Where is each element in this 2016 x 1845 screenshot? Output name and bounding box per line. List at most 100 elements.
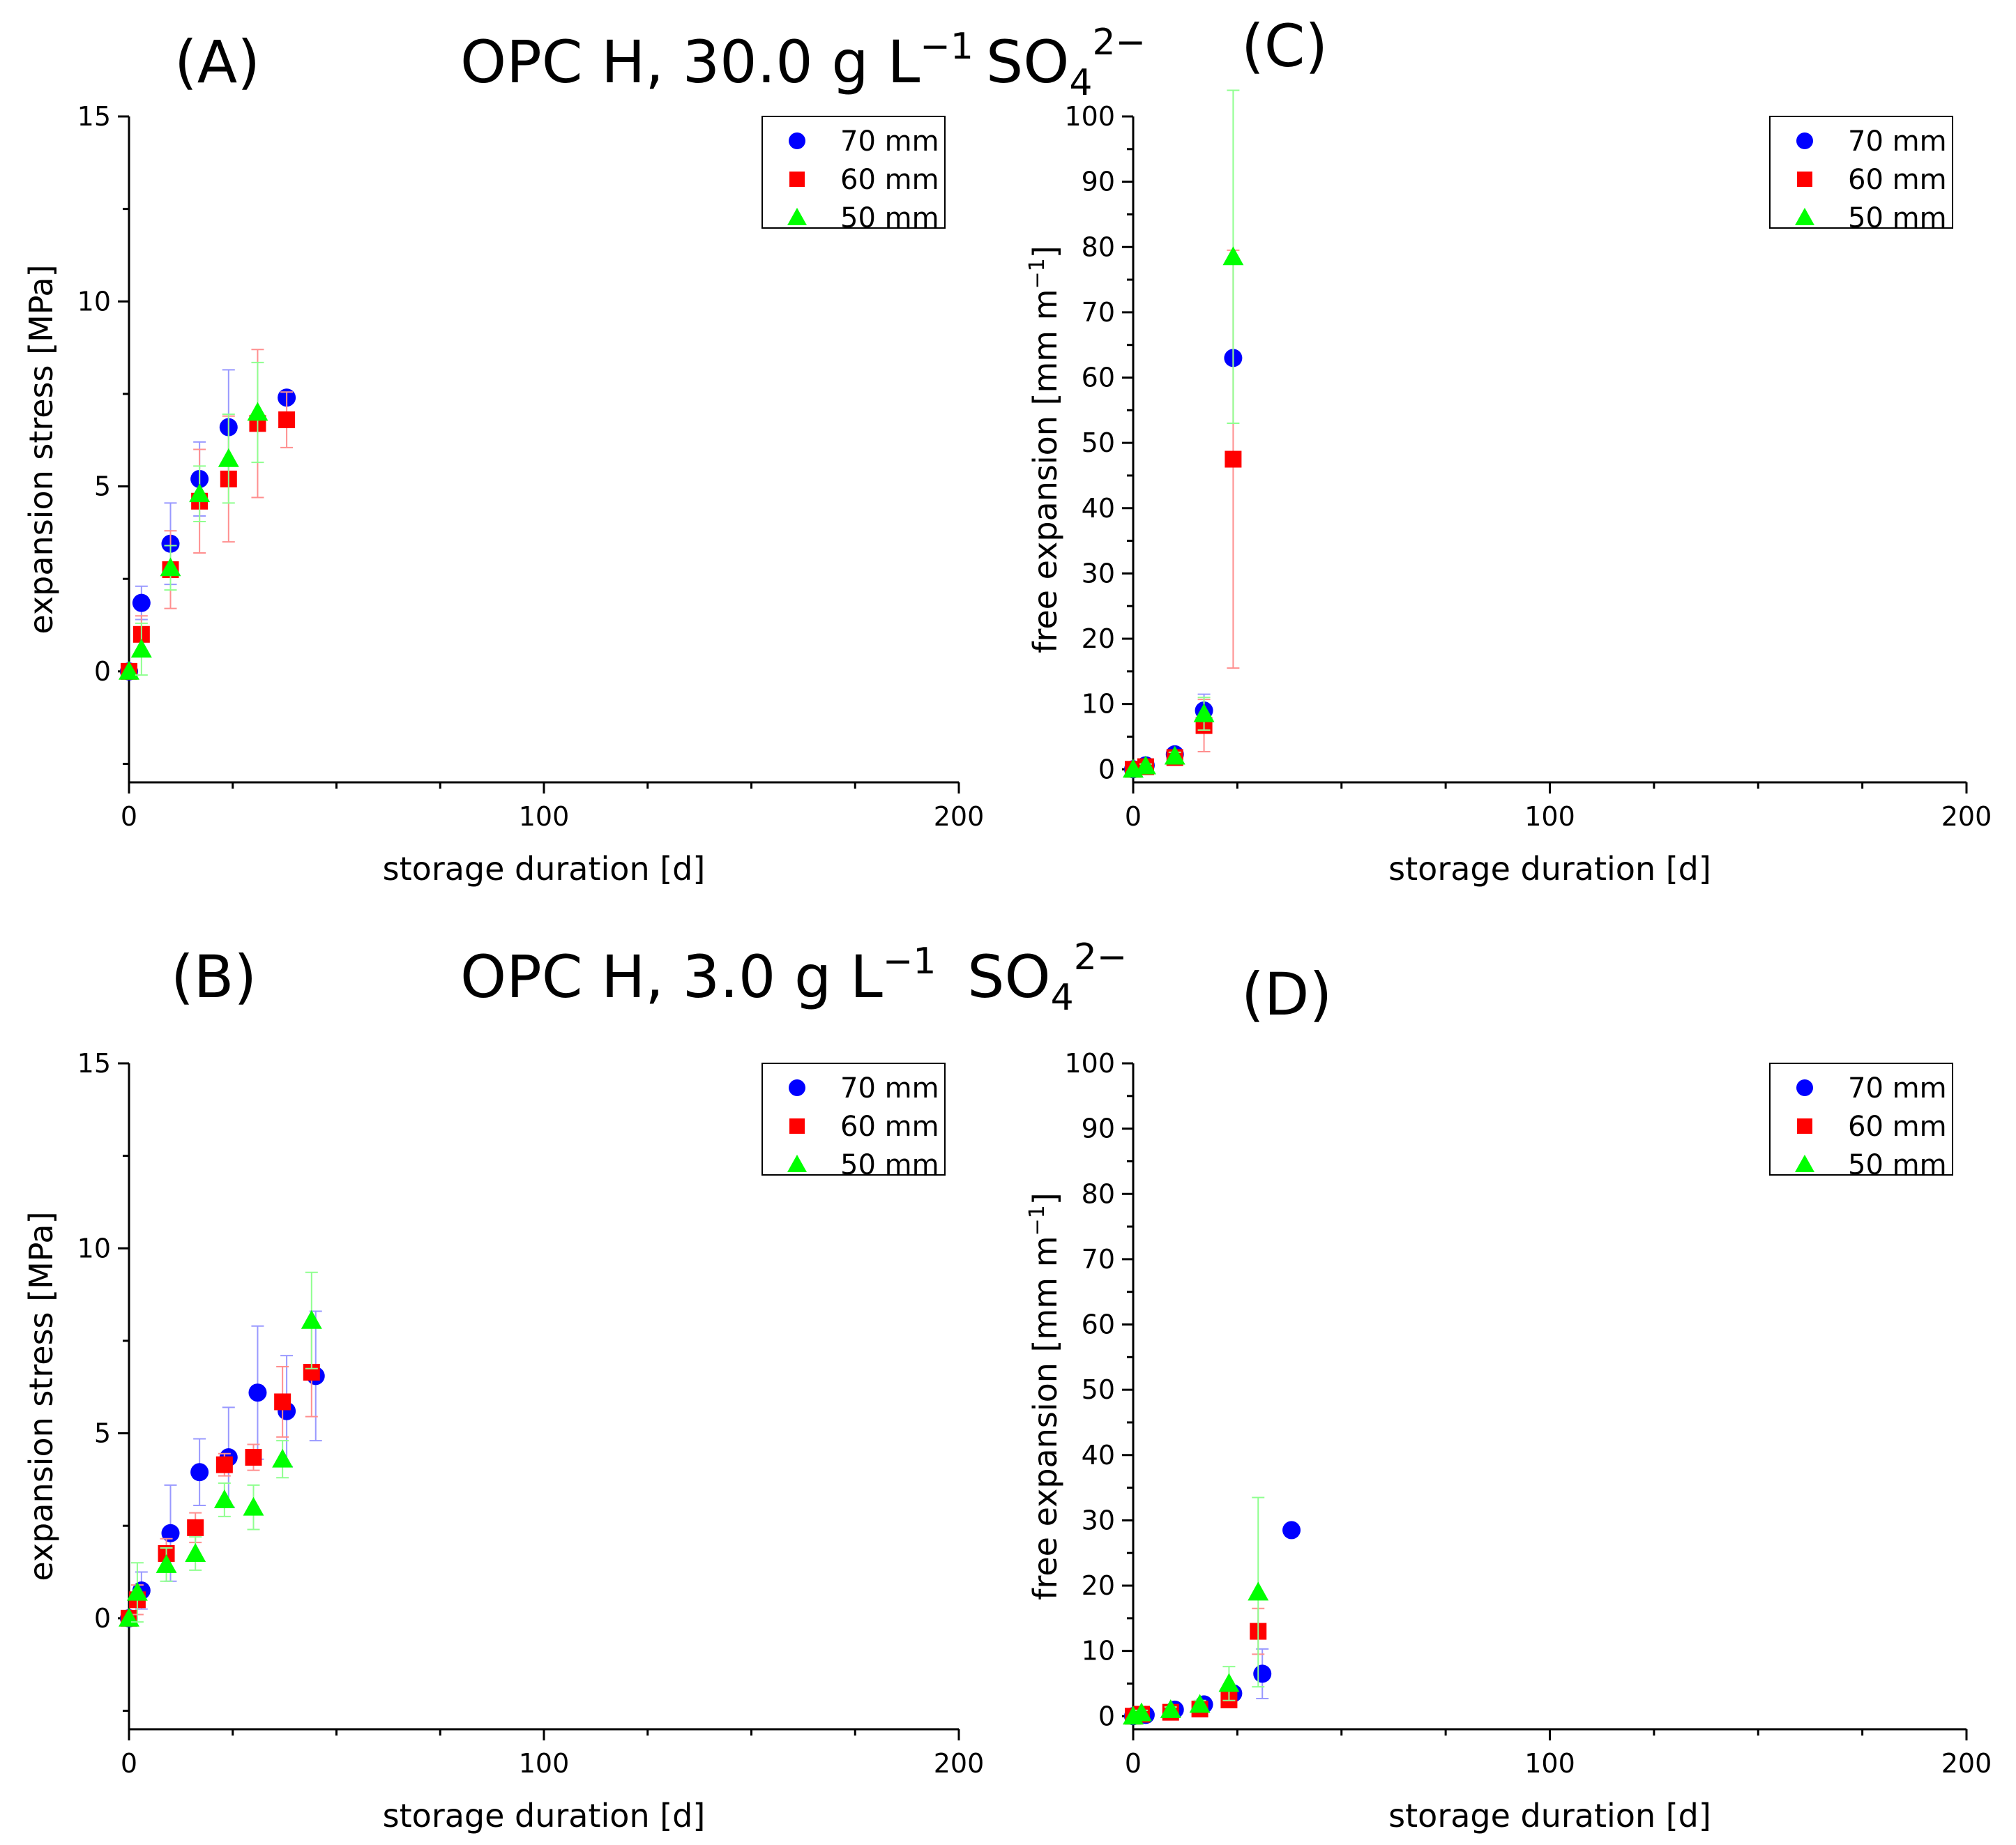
x-tick-label: 0	[1125, 801, 1142, 832]
x-tick-label: 0	[121, 801, 137, 832]
y-tick-label: 70	[1082, 297, 1115, 328]
x-tick-label: 200	[934, 801, 985, 832]
y-tick-label: 80	[1082, 1178, 1115, 1209]
x-tick-label: 200	[1941, 1748, 1992, 1779]
panel-title-ion-sub: 4	[1069, 62, 1092, 104]
y-tick-label: 100	[1064, 101, 1115, 132]
data-point-triangle	[1135, 755, 1156, 775]
data-point-circle	[1253, 1664, 1272, 1683]
data-point-triangle	[119, 660, 139, 680]
data-point-square	[215, 1456, 233, 1473]
panel-label: (D)	[1241, 960, 1332, 1028]
y-tick-label: 0	[1098, 754, 1115, 784]
x-tick-label: 100	[1524, 1748, 1575, 1779]
data-point-circle	[248, 1383, 267, 1402]
chart-c: (C) 0 100 200 0 10 20 30 40 50 60 70 80 90 100 storage …	[1025, 12, 1992, 888]
data-point-triangle	[160, 557, 181, 577]
legend-marker-circle	[1796, 1079, 1813, 1096]
series-70mm	[1124, 1521, 1301, 1726]
data-point-square	[274, 1393, 291, 1411]
series-50mm	[119, 1271, 322, 1627]
data-point-square	[278, 411, 296, 429]
legend-label: 60 mm	[840, 164, 939, 196]
y-axis-title-main: expansion stress [MPa]	[22, 1211, 60, 1581]
y-tick-label: 80	[1082, 231, 1115, 262]
x-tick-label: 200	[1941, 801, 1992, 832]
series-60mm	[121, 1327, 320, 1627]
data-point-triangle	[218, 448, 239, 467]
y-tick-label: 30	[1082, 1505, 1115, 1535]
panel-title: OPC H, 30.0 g L−1 SO42−	[460, 22, 1146, 104]
data-point-square	[1225, 450, 1242, 468]
data-point-triangle	[1222, 246, 1244, 266]
y-tick-label: 10	[77, 1233, 111, 1263]
y-axis-title-main: free expansion [mm m	[1026, 289, 1064, 653]
data-point-triangle	[1164, 745, 1185, 765]
data-point-triangle	[1189, 1694, 1211, 1713]
data-point-triangle	[301, 1309, 322, 1329]
y-tick-label: 5	[94, 471, 111, 502]
y-tick-label: 0	[1098, 1701, 1115, 1731]
y-tick-label: 15	[77, 1048, 111, 1079]
legend-label: 50 mm	[1848, 202, 1947, 234]
data-point-square	[245, 1449, 262, 1466]
x-tick-label: 100	[1524, 801, 1575, 832]
data-point-triangle	[213, 1489, 235, 1509]
x-tick-label: 0	[1125, 1748, 1142, 1779]
legend-marker-triangle	[1795, 208, 1814, 225]
y-axis-title: free expansion [mm m−1]	[1025, 1192, 1064, 1600]
series-50mm	[1123, 89, 1244, 778]
data-point-triangle	[1160, 1699, 1181, 1718]
y-axis-title-sup: −1	[1025, 1205, 1049, 1236]
y-axis-title-end: ]	[1026, 245, 1064, 258]
y-tick-label: 0	[94, 656, 111, 687]
y-tick-label: 10	[77, 286, 111, 317]
x-tick-label: 0	[121, 1748, 137, 1779]
legend-marker-square	[789, 1118, 805, 1134]
y-axis-title-main: expansion stress [MPa]	[22, 264, 60, 634]
y-tick-label: 40	[1082, 1440, 1115, 1471]
y-tick-label: 100	[1064, 1048, 1115, 1079]
data-point-triangle	[185, 1543, 206, 1562]
panel-title-sup: −1	[920, 26, 973, 68]
panel-title-ion-sup: 2−	[1092, 22, 1146, 63]
legend-marker-triangle	[787, 208, 807, 225]
x-tick-label: 100	[519, 801, 570, 832]
y-tick-label: 50	[1082, 427, 1115, 458]
data-point-triangle	[247, 402, 268, 421]
series-60mm	[121, 349, 296, 680]
legend-label: 70 mm	[1848, 1072, 1947, 1104]
legend-label: 70 mm	[1848, 126, 1947, 158]
x-axis-title: storage duration [d]	[1388, 1797, 1711, 1835]
data-point-triangle	[1131, 1702, 1152, 1722]
series-50mm	[119, 361, 268, 680]
legend-marker-square	[1797, 1118, 1812, 1134]
series-70mm	[1124, 349, 1243, 779]
panel-title-main: OPC H, 30.0 g L	[460, 28, 920, 96]
panel-title-ion: SO	[986, 28, 1069, 96]
x-axis-title: storage duration [d]	[383, 850, 706, 888]
x-tick-label: 200	[934, 1748, 985, 1779]
y-tick-label: 30	[1082, 558, 1115, 589]
y-tick-label: 60	[1082, 1309, 1115, 1340]
y-axis-title: expansion stress [MPa]	[22, 264, 60, 634]
data-point-triangle	[126, 1581, 148, 1601]
panel-title-sup: −1	[883, 941, 937, 982]
series-50mm	[1123, 1496, 1269, 1725]
y-axis-title: expansion stress [MPa]	[22, 1211, 60, 1581]
x-tick-label: 100	[519, 1748, 570, 1779]
data-point-triangle	[130, 639, 152, 658]
x-axis-title: storage duration [d]	[383, 1797, 706, 1835]
data-point-square	[187, 1519, 204, 1536]
y-tick-label: 70	[1082, 1244, 1115, 1275]
data-point-triangle	[1218, 1673, 1240, 1692]
legend-label: 60 mm	[1848, 164, 1947, 196]
legend-marker-circle	[789, 132, 805, 149]
y-axis-title: free expansion [mm m−1]	[1025, 245, 1064, 653]
legend-label: 60 mm	[840, 1111, 939, 1143]
series-60mm	[1125, 249, 1242, 778]
data-point-triangle	[1248, 1581, 1269, 1601]
legend: 70 mm 60 mm 50 mm	[761, 1063, 946, 1181]
panel-label: (C)	[1241, 12, 1328, 80]
